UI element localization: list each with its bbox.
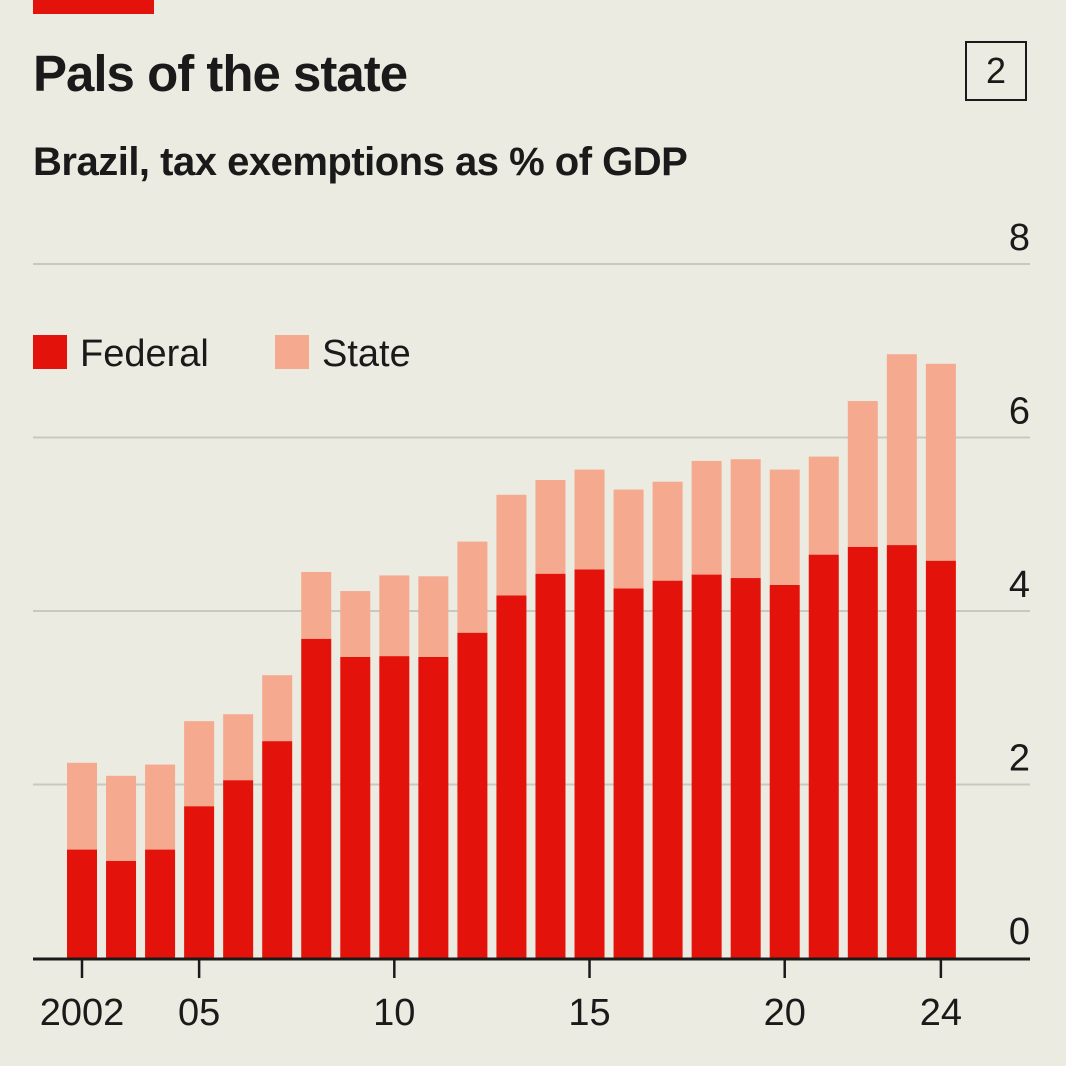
bar-federal-2018 bbox=[691, 574, 722, 958]
bar-federal-2008 bbox=[301, 638, 332, 958]
bar-federal-2009 bbox=[340, 656, 371, 958]
x-tick-label-2020: 20 bbox=[764, 992, 806, 1034]
chart-subtitle: Brazil, tax exemptions as % of GDP bbox=[33, 140, 688, 184]
bar-federal-2017 bbox=[652, 580, 683, 958]
bar-state-2011 bbox=[418, 576, 449, 657]
bar-state-2002 bbox=[67, 762, 97, 850]
bars bbox=[33, 354, 1030, 961]
bar-state-2006 bbox=[223, 714, 254, 781]
x-tick-label-2010: 10 bbox=[373, 992, 415, 1034]
bar-federal-2019 bbox=[730, 578, 761, 958]
bar-state-2023 bbox=[886, 354, 917, 546]
bar-federal-2024 bbox=[925, 560, 956, 958]
bar-federal-2002 bbox=[67, 849, 97, 958]
chart-number-badge: 2 bbox=[965, 41, 1027, 101]
bar-state-2018 bbox=[691, 460, 722, 575]
bar-state-2005 bbox=[184, 721, 215, 807]
y-axis-ticks: 0 2 4 6 8 bbox=[1009, 217, 1030, 953]
x-tick-label-2015: 15 bbox=[568, 992, 610, 1034]
bar-federal-2016 bbox=[613, 588, 644, 958]
y-tick-label-4: 4 bbox=[1009, 564, 1030, 606]
accent-tag bbox=[33, 0, 154, 14]
bar-federal-2022 bbox=[847, 546, 878, 958]
bar-federal-2014 bbox=[535, 573, 566, 958]
bar-state-2003 bbox=[106, 775, 137, 861]
y-tick-label-8: 8 bbox=[1009, 217, 1030, 259]
legend: Federal State bbox=[33, 333, 411, 375]
bar-state-2008 bbox=[301, 571, 332, 639]
bar-federal-2003 bbox=[106, 860, 137, 958]
bar-federal-2013 bbox=[496, 595, 527, 958]
bar-state-2020 bbox=[769, 469, 800, 585]
bar-federal-2010 bbox=[379, 656, 410, 958]
bar-state-2017 bbox=[652, 481, 683, 581]
legend-swatch-federal bbox=[33, 335, 67, 369]
bar-state-2013 bbox=[496, 494, 527, 596]
bar-state-2007 bbox=[262, 675, 293, 742]
x-tick-label-2002: 2002 bbox=[40, 992, 125, 1034]
bar-state-2022 bbox=[847, 401, 878, 547]
bar-federal-2012 bbox=[457, 632, 488, 958]
bar-state-2015 bbox=[574, 469, 605, 570]
bar-state-2010 bbox=[379, 575, 410, 657]
legend-label-state: State bbox=[322, 333, 411, 375]
x-tick-label-2005: 05 bbox=[178, 992, 220, 1034]
bar-federal-2020 bbox=[769, 584, 800, 958]
bar-federal-2015 bbox=[574, 569, 605, 958]
bar-state-2009 bbox=[340, 591, 371, 657]
y-tick-label-2: 2 bbox=[1009, 738, 1030, 780]
bar-state-2012 bbox=[457, 541, 488, 633]
bar-federal-2004 bbox=[145, 849, 176, 958]
bar-state-2024 bbox=[925, 363, 956, 561]
bar-federal-2023 bbox=[886, 545, 917, 958]
bar-federal-2021 bbox=[808, 554, 839, 958]
y-tick-label-0: 0 bbox=[1009, 911, 1030, 953]
chart-title: Pals of the state bbox=[33, 45, 408, 102]
legend-swatch-state bbox=[275, 335, 309, 369]
bar-federal-2011 bbox=[418, 656, 449, 958]
y-tick-label-6: 6 bbox=[1009, 391, 1030, 433]
bar-state-2014 bbox=[535, 480, 566, 574]
bar-state-2016 bbox=[613, 489, 644, 589]
x-axis-ticks: 2002 05 10 15 20 24 bbox=[40, 960, 962, 1034]
bar-state-2021 bbox=[808, 456, 839, 555]
bar-federal-2005 bbox=[184, 806, 215, 958]
bar-state-2004 bbox=[145, 764, 176, 850]
legend-label-federal: Federal bbox=[80, 333, 209, 375]
bar-federal-2006 bbox=[223, 780, 254, 958]
bar-state-2019 bbox=[730, 459, 761, 579]
x-tick-label-2024: 24 bbox=[920, 992, 962, 1034]
bar-federal-2007 bbox=[262, 741, 293, 958]
